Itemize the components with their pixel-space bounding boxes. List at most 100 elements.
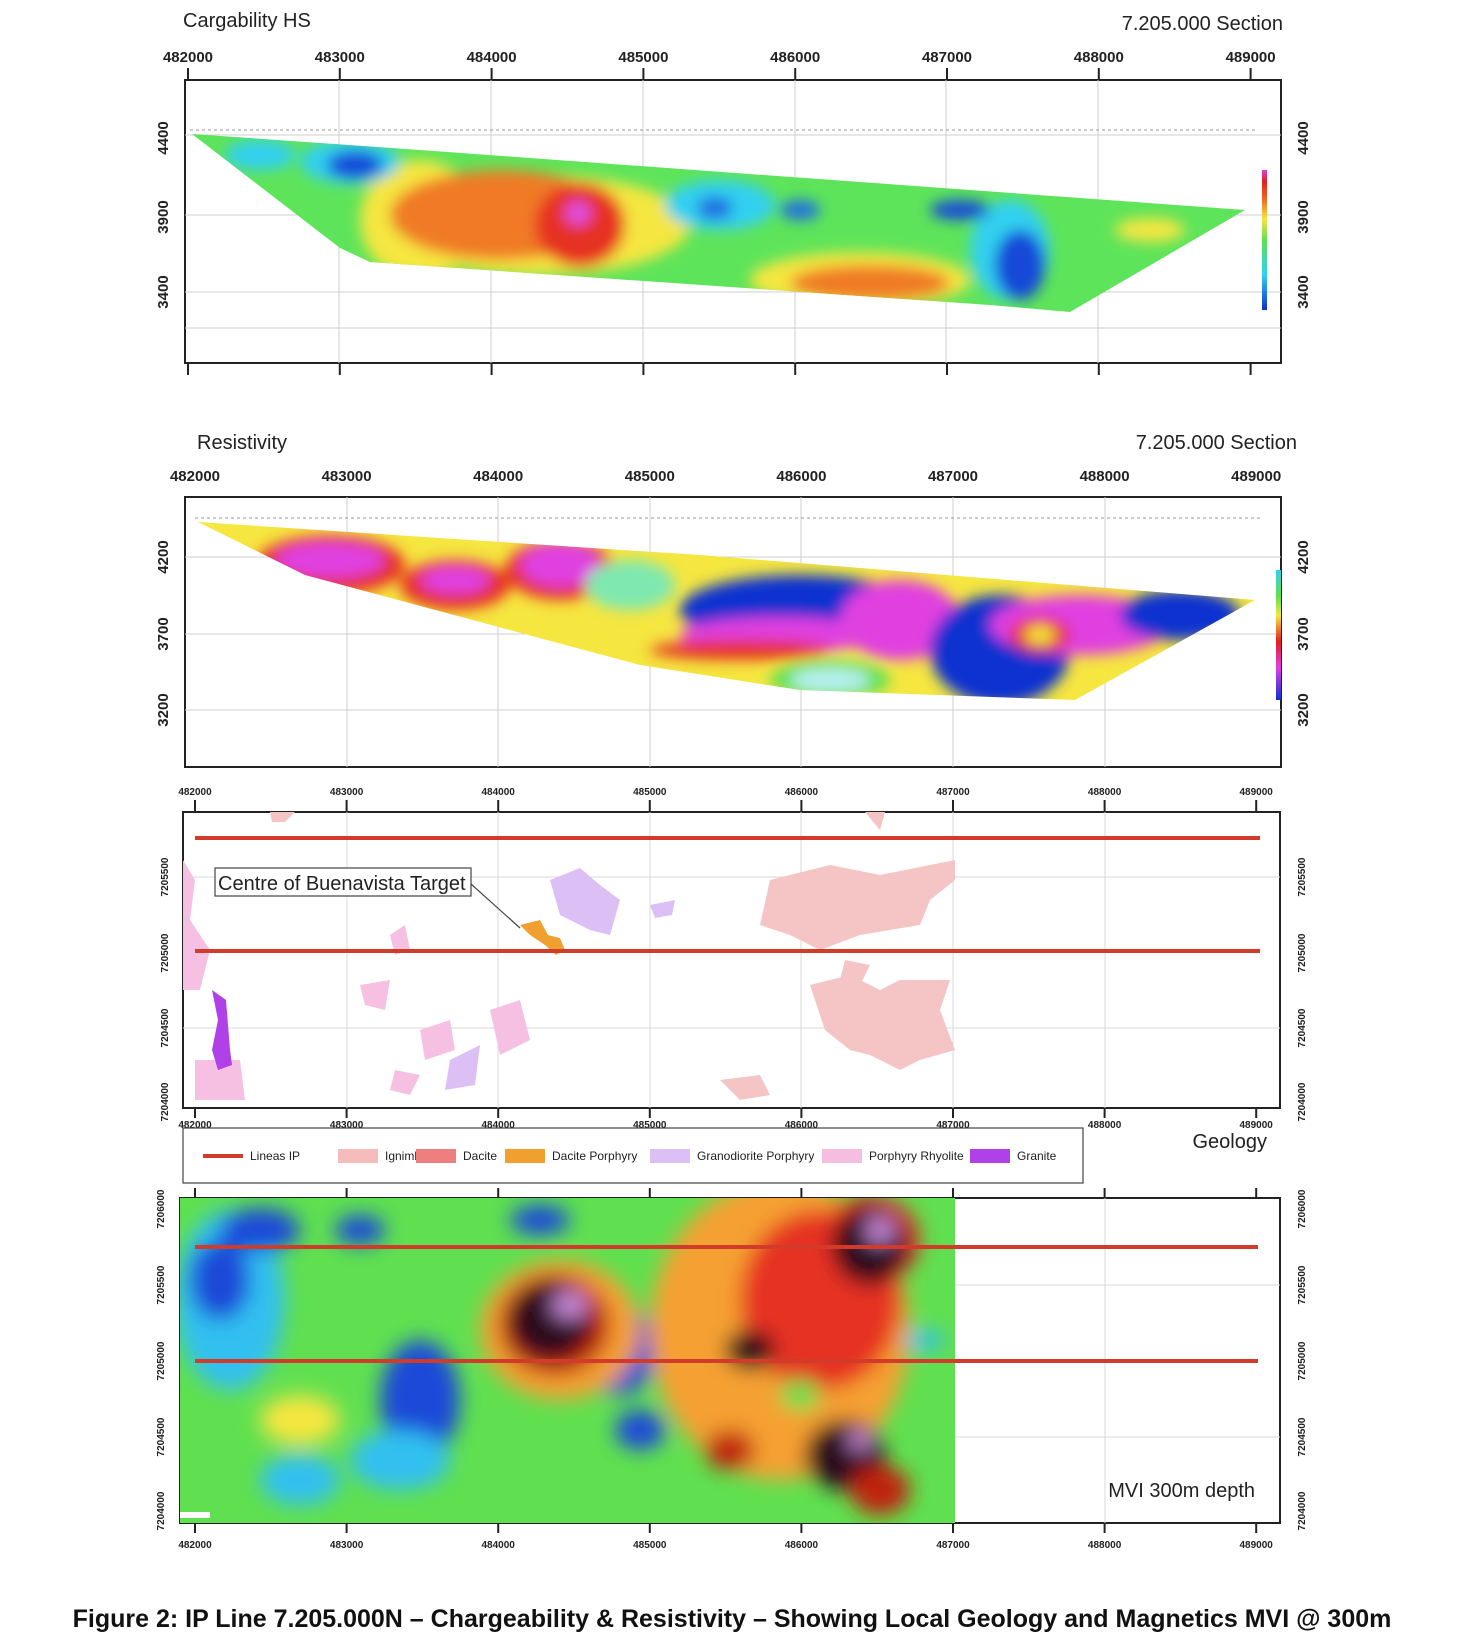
target-callout-box [214,867,472,897]
x-tick-label: 482000 [178,1540,212,1551]
chargeability-title: Cargability HS [183,10,311,32]
y-tick-label: 7204000 [1297,1491,1308,1530]
legend-swatch [970,1149,1010,1163]
ignimbrite-unit [270,812,955,1100]
x-tick-label: 486000 [770,49,820,66]
legend-swatch [822,1149,862,1163]
y-tick-label: 3900 [155,200,172,233]
magnetics-raster [180,1198,955,1523]
geology-grid [183,812,1280,1108]
x-tick-label: 486000 [785,1540,819,1551]
x-tick-label: 485000 [618,49,668,66]
x-tick-label: 487000 [928,468,978,485]
x-tick-label: 483000 [330,1540,364,1551]
y-tick-label: 7205000 [1297,933,1308,972]
x-tick-label: 485000 [625,468,675,485]
x-tick-label: 484000 [467,49,517,66]
x-tick-label: 489000 [1240,1540,1274,1551]
x-tick-label: 488000 [1080,468,1130,485]
resistivity-title: Resistivity [197,432,287,454]
legend-swatch [416,1149,456,1163]
y-tick-label: 7204500 [1297,1008,1308,1047]
y-tick-label: 4200 [1295,540,1312,573]
y-tick-label: 3200 [155,693,172,726]
x-tick-label: 483000 [322,468,372,485]
y-tick-label: 7204500 [1297,1417,1308,1456]
x-tick-label: 488000 [1088,1540,1122,1551]
y-tick-label: 7205500 [1297,1265,1308,1304]
x-tick-label: 484000 [482,1120,516,1131]
x-tick-label: 485000 [633,1120,667,1131]
magnetics-y-axis: 7206000 7206000 7205500 7205500 7205000 72050… [156,1189,1308,1530]
resistivity-x-axis: 482000 483000 484000 485000 486000 487000 4880… [170,468,1281,485]
y-tick-label: 7204000 [156,1491,167,1530]
x-tick-label: 486000 [785,1120,819,1131]
x-tick-label: 483000 [315,49,365,66]
y-tick-label: 7205500 [160,857,171,896]
legend-swatch [650,1149,690,1163]
x-tick-label: 482000 [178,1120,212,1131]
resistivity-section-label: 7.205.000 Section [1136,432,1297,454]
y-tick-label: 7206000 [1297,1189,1308,1228]
chargeability-section-fill [192,134,1245,312]
legend-label: Dacite [463,1149,497,1163]
legend-label: Granite [1017,1149,1057,1163]
chargeability-section-label: 7.205.000 Section [1122,13,1283,35]
chargeability-frame [184,79,1282,364]
geology-map-units [183,812,955,1100]
legend-label: Granodiorite Porphyry [697,1149,814,1163]
magnetics-panel: MVI 300m depth 482000 483000 484000 485000 4… [156,1188,1308,1551]
geology-panel: 482000 483000 484000 485000 486000 487000 4880… [160,787,1308,1184]
geology-x-axis-top: 482000 483000 484000 485000 486000 487000 4880… [178,787,1273,812]
y-tick-label: 7204500 [156,1417,167,1456]
legend-swatch [338,1149,378,1163]
legend-swatch [505,1149,545,1163]
x-tick-label: 482000 [163,49,213,66]
chargeability-y-axis: 4400 4400 3900 3900 3400 3400 [155,121,1312,308]
geology-y-axis: 7205500 7205500 7205000 7205000 7204500 72045… [160,857,1308,1121]
chargeability-panel: Cargability HS 7.205.000 Section [155,10,1312,375]
y-tick-label: 4400 [155,121,172,154]
x-tick-label: 486000 [785,787,819,798]
x-tick-label: 487000 [936,1120,970,1131]
resistivity-panel: Resistivity 7.205.000 Section [155,432,1312,768]
y-tick-label: 3700 [1295,617,1312,650]
x-tick-label: 489000 [1231,468,1281,485]
y-tick-label: 7205500 [156,1265,167,1304]
geology-frame [182,811,1281,1109]
magnetics-x-axis-bottom: 482000 483000 484000 485000 486000 487000 4880… [178,1523,1273,1551]
y-tick-label: 7205000 [160,933,171,972]
y-tick-label: 3400 [1295,275,1312,308]
x-tick-label: 489000 [1226,49,1276,66]
legend-label: Lineas IP [250,1149,300,1163]
x-tick-label: 489000 [1240,787,1274,798]
y-tick-label: 7204000 [1297,1082,1308,1121]
y-tick-label: 3200 [1295,693,1312,726]
resistivity-section-fill [198,522,1255,700]
x-tick-label: 488000 [1088,1120,1122,1131]
geology-legend [182,1127,1084,1184]
magnetics-panel-label: MVI 300m depth [1108,1480,1255,1502]
geology-panel-label: Geology [1193,1131,1268,1153]
x-tick-label: 482000 [170,468,220,485]
y-tick-label: 7204000 [160,1082,171,1121]
chargeability-colorbar [1262,170,1267,310]
x-tick-label: 484000 [482,1540,516,1551]
legend-label: Porphyry Rhyolite [869,1149,964,1163]
legend-label: Dacite Porphyry [552,1149,637,1163]
x-tick-label: 484000 [482,787,516,798]
dacite-porphyry-unit [520,920,565,955]
y-tick-label: 7205000 [1297,1341,1308,1380]
porphyry-rhyolite-unit [183,860,530,1100]
x-tick-label: 489000 [1240,1120,1274,1131]
y-tick-label: 3900 [1295,200,1312,233]
x-tick-label: 487000 [936,787,970,798]
figure-caption: Figure 2: IP Line 7.205.000N – Chargeabi… [72,1605,1392,1633]
x-tick-label: 488000 [1074,49,1124,66]
y-tick-label: 3400 [155,275,172,308]
y-tick-label: 7204500 [160,1008,171,1047]
granodiorite-porphyry-unit [445,868,675,1090]
geology-x-axis-bottom: 482000 483000 484000 485000 486000 487000 4880… [178,1108,1273,1131]
y-tick-label: 7206000 [156,1189,167,1228]
